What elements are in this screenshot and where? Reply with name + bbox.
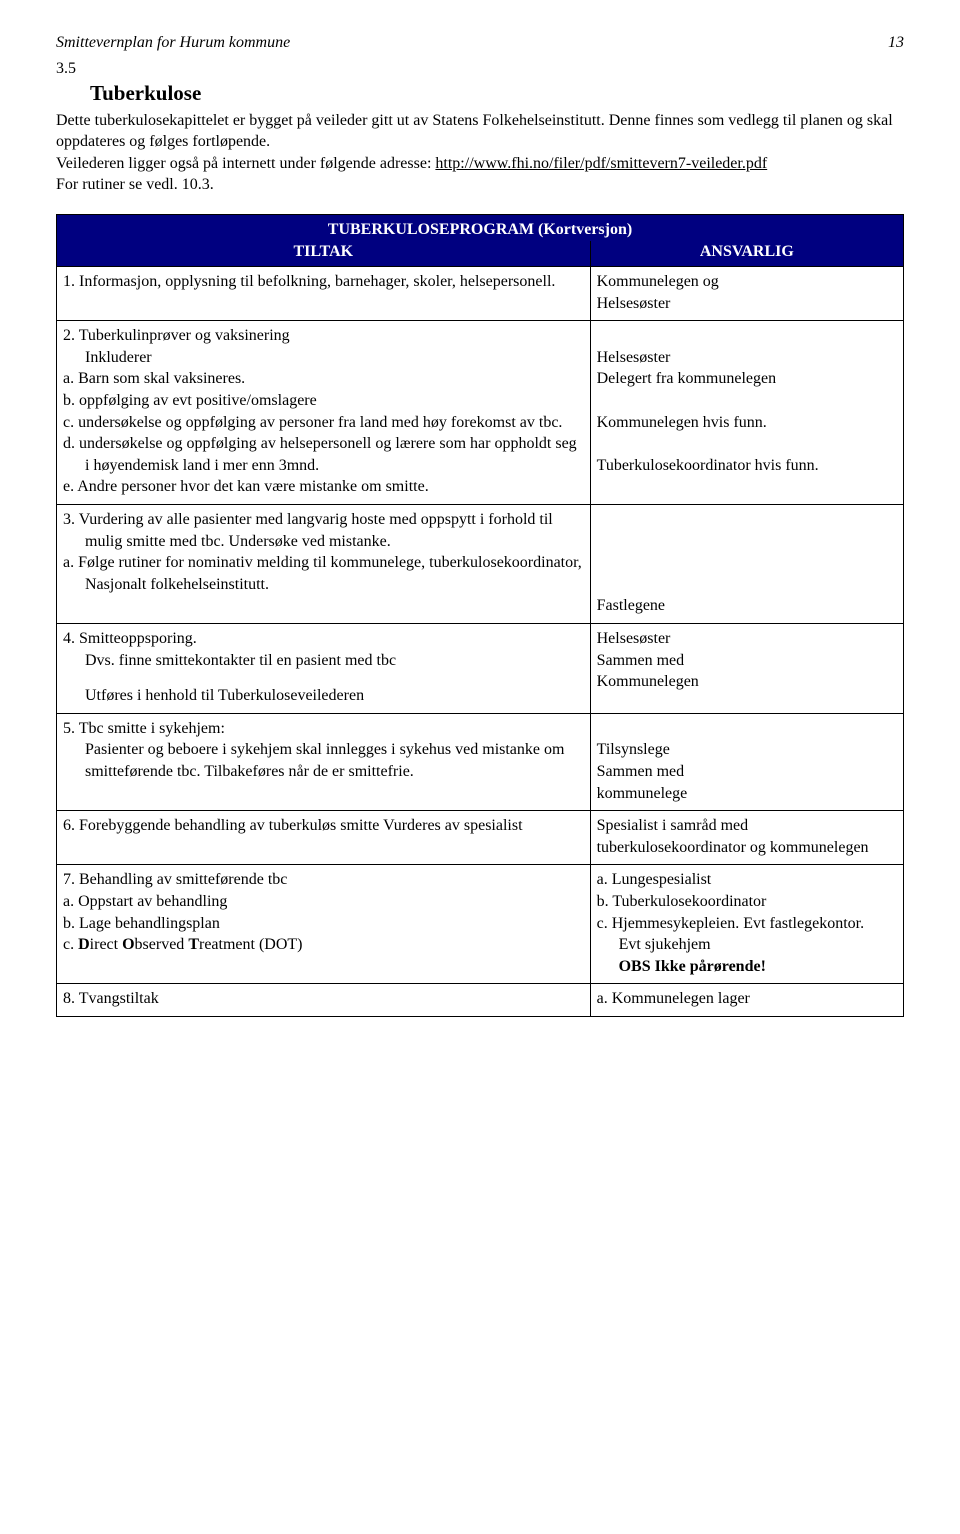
text-line bbox=[597, 390, 897, 412]
text-line: Fastlegene bbox=[597, 595, 897, 617]
text-line bbox=[597, 509, 897, 531]
list-item: 8. Tvangstiltak bbox=[63, 988, 584, 1010]
list-item: 6. Forebyggende behandling av tuberkuløs… bbox=[63, 815, 584, 837]
list-item: a. Lungespesialist bbox=[597, 869, 897, 891]
section-number: 3.5 bbox=[56, 58, 904, 80]
text-line: Evt sjukehjem bbox=[597, 934, 897, 956]
table-cell-right: TilsynslegeSammen medkommunelege bbox=[590, 713, 903, 810]
list-item: c. Direct Observed Treatment (DOT) bbox=[63, 934, 584, 956]
list-subtext: Dvs. finne smittekontakter til en pasien… bbox=[63, 650, 584, 672]
table-cell-right: a. Lungespesialistb. Tuberkulosekoordina… bbox=[590, 865, 903, 984]
list-item: a. Barn som skal vaksineres. bbox=[63, 368, 584, 390]
list-item: 7. Behandling av smitteførende tbc bbox=[63, 869, 584, 891]
table-cell-left: 6. Forebyggende behandling av tuberkuløs… bbox=[57, 811, 591, 865]
intro-para-3: For rutiner se vedl. 10.3. bbox=[56, 176, 214, 193]
table-cell-right: a. Kommunelegen lager bbox=[590, 984, 903, 1017]
text-line bbox=[597, 718, 897, 740]
text-line: Kommunelegen hvis funn. bbox=[597, 412, 897, 434]
text-line: Delegert fra kommunelegen bbox=[597, 368, 897, 390]
list-item: a. Kommunelegen lager bbox=[597, 988, 897, 1010]
text-line bbox=[597, 325, 897, 347]
text-line: Kommunelegen bbox=[597, 671, 897, 693]
list-item: 2. Tuberkulinprøver og vaksinering bbox=[63, 325, 584, 347]
text-line bbox=[597, 531, 897, 553]
table-title: TUBERKULOSEPROGRAM (Kortversjon) bbox=[57, 214, 904, 240]
page-number: 13 bbox=[888, 32, 904, 54]
table-cell-right: HelsesøsterSammen medKommunelegen bbox=[590, 624, 903, 714]
table-cell-left: 1. Informasjon, opplysning til befolknin… bbox=[57, 267, 591, 321]
list-item: 3. Vurdering av alle pasienter med langv… bbox=[63, 509, 584, 552]
table-row: 6. Forebyggende behandling av tuberkuløs… bbox=[57, 811, 904, 865]
text-line bbox=[597, 574, 897, 596]
text-line: Helsesøster bbox=[597, 293, 897, 315]
table-cell-left: 2. Tuberkulinprøver og vaksineringInklud… bbox=[57, 321, 591, 505]
list-item: a. Oppstart av behandling bbox=[63, 891, 584, 913]
list-item: d. undersøkelse og oppfølging av helsepe… bbox=[63, 433, 584, 476]
table-row: 3. Vurdering av alle pasienter med langv… bbox=[57, 505, 904, 624]
list-item: 5. Tbc smitte i sykehjem: bbox=[63, 718, 584, 740]
table-row: 8. Tvangstiltak a. Kommunelegen lager bbox=[57, 984, 904, 1017]
section-title: Tuberkulose bbox=[90, 79, 904, 107]
text-line: Kommunelegen og bbox=[597, 271, 897, 293]
table-cell-right: Kommunelegen ogHelsesøster bbox=[590, 267, 903, 321]
intro-para-2-prefix: Veilederen ligger også på internett unde… bbox=[56, 155, 435, 172]
col-header-left: TILTAK bbox=[57, 241, 591, 267]
list-item: b. Tuberkulosekoordinator bbox=[597, 891, 897, 913]
intro-block: Dette tuberkulosekapittelet er bygget på… bbox=[56, 110, 904, 196]
doc-title: Smittevernplan for Hurum kommune bbox=[56, 32, 290, 54]
tb-program-table: TUBERKULOSEPROGRAM (Kortversjon) TILTAK … bbox=[56, 214, 904, 1017]
list-item: c. Hjemmesykepleien. Evt fastlegekontor. bbox=[597, 913, 897, 935]
text-line: Sammen med bbox=[597, 650, 897, 672]
list-item: 1. Informasjon, opplysning til befolknin… bbox=[63, 271, 584, 293]
table-row: 7. Behandling av smitteførende tbca. Opp… bbox=[57, 865, 904, 984]
list-item: e. Andre personer hvor det kan være mist… bbox=[63, 476, 584, 498]
list-footer: Utføres i henhold til Tuberkuloseveilede… bbox=[63, 685, 584, 707]
text-line: OBS Ikke pårørende! bbox=[597, 956, 897, 978]
text-line bbox=[597, 552, 897, 574]
list-subtext: Inkluderer bbox=[63, 347, 584, 369]
table-cell-right: Fastlegene bbox=[590, 505, 903, 624]
list-item: b. oppfølging av evt positive/omslagere bbox=[63, 390, 584, 412]
text-line: Sammen med bbox=[597, 761, 897, 783]
list-item: b. Lage behandlingsplan bbox=[63, 913, 584, 935]
text-line: Tuberkulosekoordinator hvis funn. bbox=[597, 455, 897, 477]
text-line: Tilsynslege bbox=[597, 739, 897, 761]
table-row: 1. Informasjon, opplysning til befolknin… bbox=[57, 267, 904, 321]
list-item: c. undersøkelse og oppfølging av persone… bbox=[63, 412, 584, 434]
intro-para-1: Dette tuberkulosekapittelet er bygget på… bbox=[56, 112, 893, 151]
list-item: 4. Smitteoppsporing. bbox=[63, 628, 584, 650]
intro-link[interactable]: http://www.fhi.no/filer/pdf/smittevern7-… bbox=[435, 155, 767, 172]
table-header: TUBERKULOSEPROGRAM (Kortversjon) TILTAK … bbox=[57, 214, 904, 266]
page-header: Smittevernplan for Hurum kommune 13 bbox=[56, 32, 904, 54]
table-row: 5. Tbc smitte i sykehjem:Pasienter og be… bbox=[57, 713, 904, 810]
list-subtext: Pasienter og beboere i sykehjem skal inn… bbox=[63, 739, 584, 782]
text-line bbox=[597, 433, 897, 455]
table-row: 2. Tuberkulinprøver og vaksineringInklud… bbox=[57, 321, 904, 505]
text-line: Helsesøster bbox=[597, 628, 897, 650]
list-item: a. Følge rutiner for nominativ melding t… bbox=[63, 552, 584, 595]
table-cell-left: 8. Tvangstiltak bbox=[57, 984, 591, 1017]
table-cell-right: HelsesøsterDelegert fra kommunelegen Kom… bbox=[590, 321, 903, 505]
text-line: Spesialist i samråd med tuberkulosekoord… bbox=[597, 815, 897, 858]
table-cell-left: 3. Vurdering av alle pasienter med langv… bbox=[57, 505, 591, 624]
table-cell-left: 5. Tbc smitte i sykehjem:Pasienter og be… bbox=[57, 713, 591, 810]
table-row: 4. Smitteoppsporing.Dvs. finne smittekon… bbox=[57, 624, 904, 714]
table-cell-right: Spesialist i samråd med tuberkulosekoord… bbox=[590, 811, 903, 865]
text-line: Helsesøster bbox=[597, 347, 897, 369]
table-cell-left: 7. Behandling av smitteførende tbca. Opp… bbox=[57, 865, 591, 984]
text-line: kommunelege bbox=[597, 783, 897, 805]
col-header-right: ANSVARLIG bbox=[590, 241, 903, 267]
table-cell-left: 4. Smitteoppsporing.Dvs. finne smittekon… bbox=[57, 624, 591, 714]
